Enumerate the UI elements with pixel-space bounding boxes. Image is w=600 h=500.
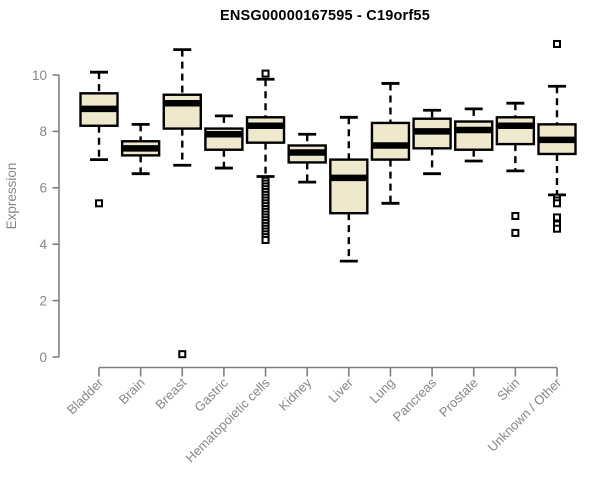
outlier-point	[511, 228, 520, 237]
x-axis-tick-label: Skin	[494, 375, 522, 403]
x-axis-tick-label: Kidney	[276, 375, 315, 414]
chart-title: ENSG00000167595 - C19orf55	[220, 8, 430, 24]
box-kidney	[287, 132, 327, 184]
box-liver	[329, 115, 369, 263]
x-axis-tick-label: Gastric	[191, 375, 231, 415]
x-axis-tick-label: Bladder	[64, 375, 107, 418]
x-axis-tick-label: Prostate	[436, 375, 481, 420]
iqr-box	[370, 121, 411, 161]
box-lung	[370, 82, 411, 205]
y-axis-tick-label: 6	[39, 181, 47, 196]
y-axis-tick-label: 0	[39, 350, 47, 365]
outlier-point	[552, 213, 561, 222]
x-axis-tick-label: Breast	[152, 375, 189, 412]
outlier-point	[511, 212, 520, 220]
box-hematopoietic-cells	[245, 69, 286, 244]
outlier-point	[261, 235, 270, 244]
box-pancreas	[412, 108, 452, 176]
box-bladder	[79, 70, 119, 208]
x-axis-tick-label: Lung	[367, 375, 398, 406]
y-axis-tick-label: 2	[39, 293, 47, 308]
box-brain	[120, 122, 161, 176]
iqr-box	[162, 93, 202, 130]
x-axis-tick-label: Brain	[116, 375, 148, 407]
outlier-point	[261, 69, 270, 78]
y-axis-tick-label: 10	[32, 68, 47, 83]
iqr-box	[495, 116, 536, 146]
y-axis: 0 2 4 6 8 10 Expression	[4, 68, 60, 365]
outlier-point	[552, 39, 561, 48]
x-axis-tick-label: Unknown / Other	[485, 375, 565, 455]
box-skin	[495, 101, 536, 237]
outlier-point	[552, 199, 561, 208]
outlier-point	[552, 224, 561, 233]
box-breast	[162, 48, 202, 359]
y-axis-tick-label: 8	[39, 124, 47, 139]
box-prostate	[454, 107, 494, 163]
iqr-box	[329, 158, 369, 215]
x-axis-tick-label: Liver	[325, 375, 356, 406]
iqr-box	[245, 116, 286, 144]
x-axis-tick-label: Pancreas	[390, 375, 440, 425]
outlier-point	[178, 350, 187, 359]
y-axis-tick-label: 4	[39, 237, 47, 252]
box-gastric	[204, 114, 244, 170]
outlier-point	[95, 199, 103, 208]
box-unknown-other	[537, 39, 577, 233]
iqr-box	[454, 120, 494, 151]
y-axis-title: Expression	[4, 163, 19, 230]
